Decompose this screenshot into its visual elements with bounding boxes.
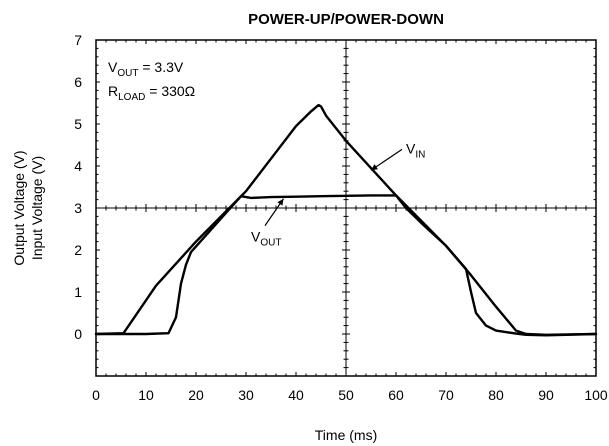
tick-labels: 0 10 20 30 40 50 60 70 80 90 100 0 1 2 3 4 5 6 7 [74, 32, 608, 403]
y-tick-label: 3 [74, 200, 82, 216]
x-tick-label: 20 [188, 387, 204, 403]
x-tick-label: 10 [138, 387, 154, 403]
y-axis-label-input: Input Voltage (V) [29, 156, 45, 260]
y-tick-label: 6 [74, 74, 82, 90]
condition-label: RLOAD = 330Ω [108, 83, 195, 103]
y-tick-label: 4 [74, 158, 82, 174]
y-tick-label: 5 [74, 116, 82, 132]
condition-label: VOUT = 3.3V [108, 59, 184, 79]
y-tick-label: 0 [74, 326, 82, 342]
series-pointer-arrowhead [277, 198, 284, 206]
y-tick-label: 2 [74, 242, 82, 258]
y-axis-label-output: Output Voltage (V) [11, 150, 27, 265]
series-line-vout [94, 194, 598, 337]
plot-frame [95, 39, 597, 377]
chart-title: POWER-UP/POWER-DOWN [248, 11, 444, 28]
series-line-vin [94, 103, 598, 336]
x-tick-label: 30 [238, 387, 254, 403]
x-tick-label: 50 [338, 387, 354, 403]
y-tick-label: 1 [74, 284, 82, 300]
x-axis-label: Time (ms) [315, 427, 377, 443]
x-tick-label: 90 [538, 387, 554, 403]
x-tick-label: 0 [92, 387, 100, 403]
series-label-vin: VIN [406, 140, 425, 160]
series-layer [94, 103, 598, 337]
y-tick-label: 7 [74, 32, 82, 48]
x-tick-label: 70 [438, 387, 454, 403]
x-tick-label: 40 [288, 387, 304, 403]
series-pointer-arrowhead [371, 164, 378, 171]
x-tick-label: 100 [584, 387, 608, 403]
x-tick-label: 60 [388, 387, 404, 403]
series-label-vout: VOUT [251, 229, 281, 249]
annotations: VOUT = 3.3V RLOAD = 330Ω VIN VOUT [108, 59, 425, 249]
x-tick-label: 80 [488, 387, 504, 403]
